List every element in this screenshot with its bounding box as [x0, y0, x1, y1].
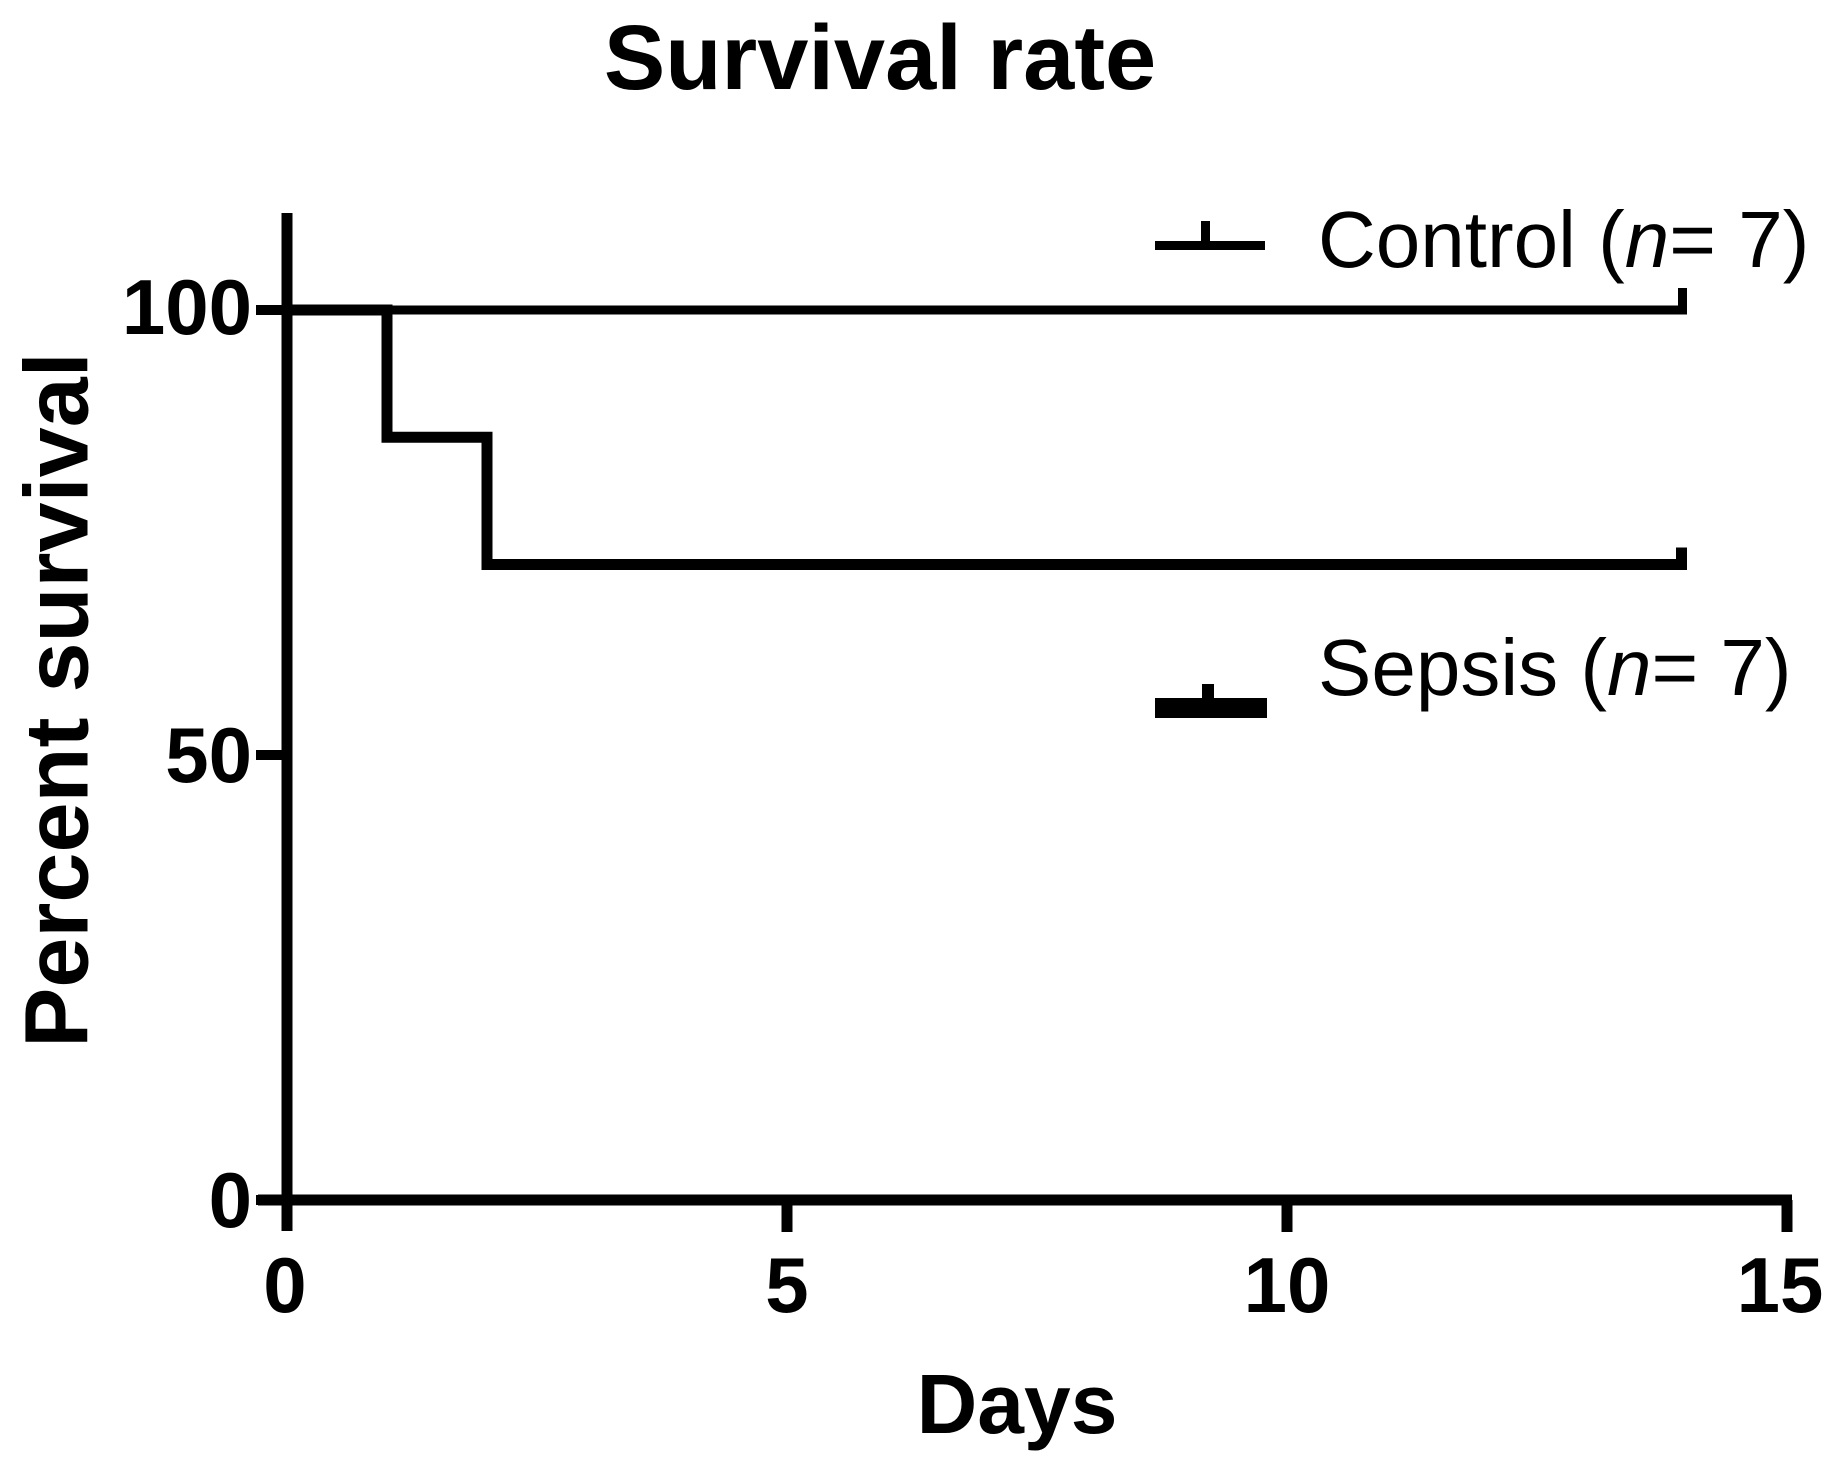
sepsis-survival-curve: [287, 304, 1687, 570]
x-tick-label-10: 10: [1243, 1241, 1331, 1329]
chart-title: Survival rate: [603, 7, 1157, 109]
x-tick-label-0: 0: [263, 1241, 307, 1329]
legend-sepsis-pre: Sepsis (: [1318, 623, 1607, 712]
control-legend-marker: [1155, 241, 1265, 250]
sepsis-legend-marker: [1155, 698, 1267, 718]
sepsis-legend-censor-tick-icon: [1202, 684, 1214, 698]
legend-sepsis-n: n: [1606, 623, 1652, 712]
control-survival-curve: [287, 288, 1687, 315]
control-legend-censor-tick-icon: [1201, 221, 1210, 241]
legend-control-n: n: [1624, 195, 1670, 284]
legend-sepsis-post: = 7): [1651, 623, 1792, 712]
legend-control-pre: Control (: [1318, 195, 1625, 284]
x-tick-label-15: 15: [1736, 1241, 1824, 1329]
y-tick-label-100: 100: [121, 263, 252, 351]
y-tick-label-50: 50: [165, 711, 252, 799]
legend-control-post: = 7): [1669, 195, 1810, 284]
x-axis-label: Days: [916, 1357, 1118, 1451]
legend-label-sepsis: Sepsis (n= 7): [1318, 628, 1792, 708]
x-tick-label-5: 5: [765, 1241, 809, 1329]
y-tick-label-0: 0: [208, 1156, 252, 1244]
legend-label-control: Control (n= 7): [1318, 200, 1809, 280]
y-axis-label: Percent survival: [7, 352, 108, 1048]
